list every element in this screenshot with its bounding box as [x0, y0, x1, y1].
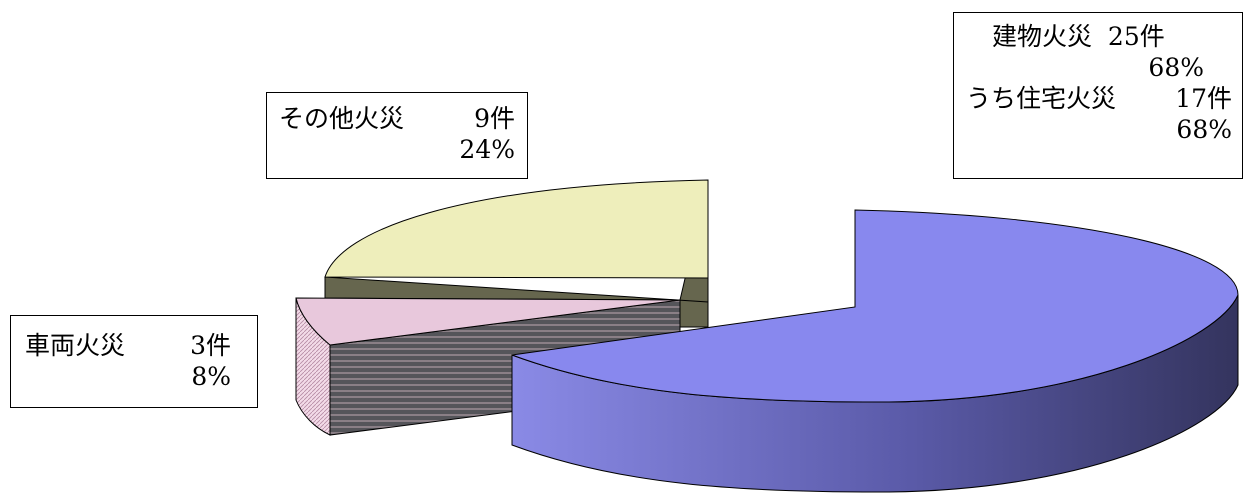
- building-count: 25件: [1107, 22, 1165, 51]
- vehicle-count: 3件: [190, 331, 231, 360]
- vehicle-label: 車両火災: [25, 331, 126, 360]
- building-percent: 68%: [966, 52, 1232, 83]
- callout-building-line1: 建物火災 25件: [966, 21, 1232, 52]
- slice-vehicle-top: [295, 297, 681, 346]
- residential-percent-text: 68%: [1176, 115, 1232, 144]
- residential-count: 17件: [1175, 84, 1232, 113]
- other-percent-text: 24%: [459, 135, 515, 164]
- other-label: その他火災: [279, 104, 405, 133]
- building-label: 建物火災: [992, 22, 1093, 51]
- callout-building-fire: 建物火災 25件 68% うち住宅火災 17件 68%: [953, 12, 1243, 179]
- callout-other-line1: その他火災 9件: [279, 103, 515, 134]
- building-percent-text: 68%: [1148, 53, 1204, 82]
- slice-building-top: [511, 209, 1239, 403]
- other-count: 9件: [474, 104, 515, 133]
- other-percent: 24%: [279, 134, 515, 165]
- vehicle-percent: 8%: [25, 361, 231, 392]
- callout-vehicle-line1: 車両火災 3件: [25, 330, 231, 361]
- slice-other-top: [324, 179, 709, 279]
- callout-vehicle-fire: 車両火災 3件 8%: [10, 315, 258, 408]
- slice-other-fire: [324, 179, 709, 328]
- residential-label: うち住宅火災: [966, 84, 1117, 113]
- callout-other-fire: その他火災 9件 24%: [266, 92, 528, 179]
- callout-residential-line: うち住宅火災 17件: [966, 83, 1232, 114]
- vehicle-percent-text: 8%: [191, 362, 231, 391]
- slice-building-fire: [511, 209, 1239, 493]
- residential-percent: 68%: [966, 114, 1232, 145]
